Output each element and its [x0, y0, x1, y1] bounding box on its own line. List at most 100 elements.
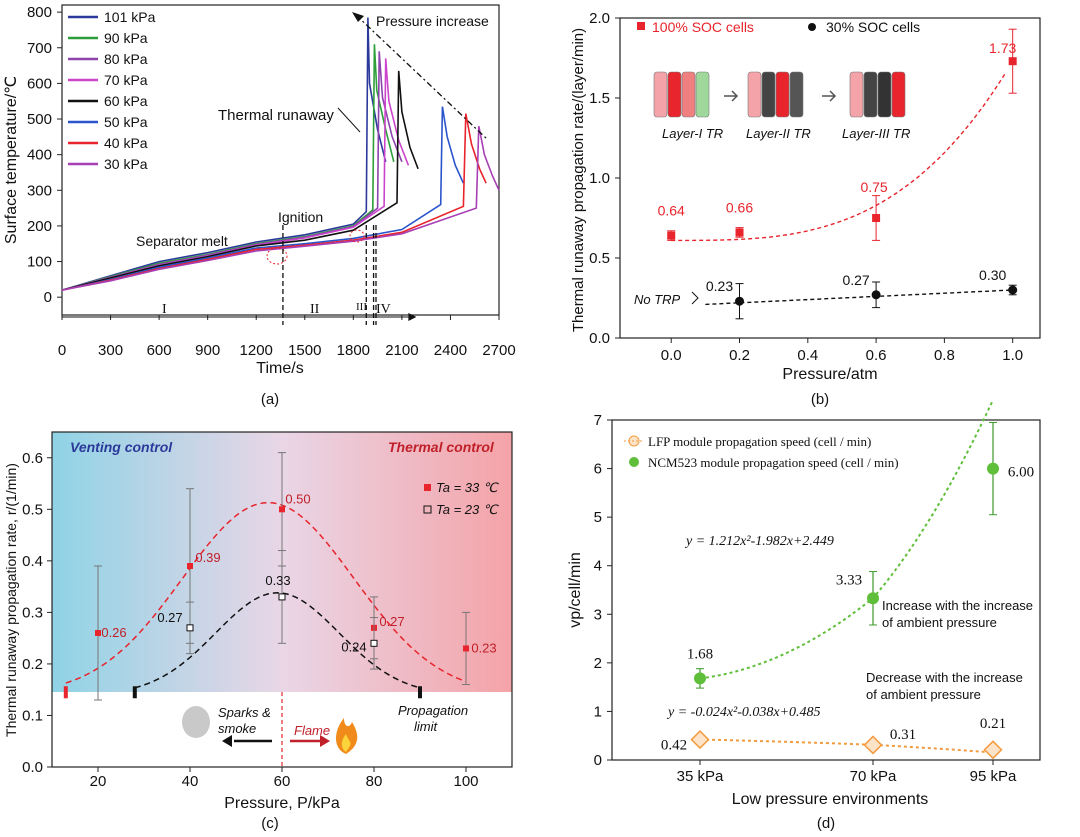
d-label-ncm: 6.00 — [1008, 465, 1034, 481]
c-ytick-label: 0.0 — [22, 759, 43, 776]
d-ytick-label: 2 — [594, 655, 602, 672]
a-annot-ignition: Ignition — [278, 209, 323, 225]
a-xtick-label: 1500 — [288, 342, 321, 359]
b-ytick-label: 0.0 — [589, 330, 610, 347]
c-point-33 — [279, 506, 285, 513]
d-point-ncm — [867, 592, 879, 605]
c-ytick-label: 0.1 — [22, 707, 43, 724]
b-inset-cell — [789, 71, 804, 118]
c-limit-mark — [418, 686, 422, 699]
a-stage-1: I — [162, 302, 167, 317]
a-legend-label: 101 kPa — [104, 9, 156, 25]
b-point-100 — [735, 228, 744, 237]
c-fit-23 — [134, 592, 421, 689]
b-ytick-label: 0.5 — [589, 250, 610, 267]
d-label-lfp: 0.31 — [890, 727, 916, 743]
d-note-increase-2: of ambient pressure — [882, 615, 997, 630]
a-ignition-circle — [349, 229, 365, 243]
c-point-33 — [95, 630, 101, 636]
c-thermal-control: Thermal control — [388, 439, 495, 455]
b-label-100: 0.66 — [726, 199, 753, 215]
c-ytick-label: 0.2 — [22, 656, 43, 673]
c-flame-label: Flame — [294, 723, 330, 738]
b-inset-cell — [667, 71, 682, 118]
a-ytick-label: 700 — [27, 40, 52, 57]
c-label-33: 0.27 — [379, 614, 404, 629]
c-ytick-label: 0.6 — [22, 450, 43, 467]
c-arrowhead-left — [222, 735, 232, 747]
b-point-100 — [872, 214, 881, 222]
c-limit-label: limit — [414, 719, 438, 734]
caption-d: (d) — [817, 815, 835, 832]
caption-b: (b) — [811, 391, 829, 408]
b-xtick-label: 0.8 — [934, 347, 955, 364]
b-ytick-label: 2.0 — [589, 10, 610, 27]
b-fit-100 — [671, 72, 1007, 242]
c-legend-33: Ta = 33 ℃ — [436, 480, 499, 495]
a-legend-label: 70 kPa — [104, 72, 148, 88]
a-xlabel: Time/s — [256, 360, 303, 377]
c-xtick-label: 80 — [366, 773, 383, 790]
b-legend-marker-30 — [808, 23, 816, 31]
caption-c: (c) — [261, 815, 279, 832]
a-stage-arrowhead — [408, 313, 417, 321]
panel-b-frame — [619, 17, 1041, 339]
a-stage-3: III — [356, 301, 367, 313]
b-inset-cell — [695, 71, 710, 118]
b-inset-cell — [849, 71, 864, 118]
d-label-lfp: 0.42 — [661, 738, 687, 754]
d-ytick-label: 6 — [594, 461, 602, 478]
c-point-33 — [187, 563, 193, 569]
a-ytick-label: 100 — [27, 254, 52, 271]
d-point-ncm — [987, 462, 999, 475]
b-inset-cell — [653, 71, 668, 118]
c-sparks-label: Sparks & — [218, 705, 271, 720]
a-series-line — [61, 70, 419, 291]
c-ytick-label: 0.3 — [22, 604, 43, 621]
d-point-ncm — [694, 672, 706, 685]
b-label-30: 0.30 — [979, 267, 1006, 283]
b-inset-cell — [891, 71, 906, 118]
a-xtick-label: 900 — [195, 342, 220, 359]
c-ytick-label: 0.4 — [22, 553, 43, 570]
b-cells-inset — [653, 71, 906, 118]
caption-a: (a) — [261, 391, 279, 408]
d-note-decrease-2: of ambient pressure — [866, 687, 981, 702]
b-inset-cell — [681, 71, 696, 118]
d-equation-ncm: y = 1.212x²-1.982x+2.449 — [684, 534, 834, 549]
b-point-30 — [735, 296, 745, 306]
a-tr-pointer — [337, 107, 361, 133]
c-ylabel: Thermal runaway propagation rate, r/(1/m… — [3, 463, 19, 737]
b-label-30: 0.23 — [706, 278, 733, 294]
b-xlabel: Pressure/atm — [782, 366, 877, 383]
b-inset-cell — [863, 71, 878, 118]
c-ytick-label: 0.5 — [22, 501, 43, 518]
panel-d-frame — [611, 419, 1041, 761]
a-separator-circle — [266, 247, 288, 265]
d-ytick-label: 0 — [594, 752, 602, 769]
b-label-30: 0.27 — [842, 272, 869, 288]
a-xtick-label: 300 — [98, 342, 123, 359]
a-xtick-label: 600 — [147, 342, 172, 359]
b-no-trp-bracket — [691, 291, 699, 305]
c-xtick-label: 60 — [274, 773, 291, 790]
a-annot-thermal-runaway: Thermal runaway — [218, 107, 334, 124]
b-point-30 — [871, 290, 881, 300]
d-label-ncm: 1.68 — [687, 646, 713, 662]
c-legend-marker-33 — [424, 484, 431, 491]
a-ytick-label: 500 — [27, 111, 52, 128]
d-point-lfp — [983, 740, 1003, 760]
c-legend-23: Ta = 23 ℃ — [436, 502, 499, 517]
b-inset-cell — [747, 71, 762, 118]
c-legend-marker-23 — [423, 505, 432, 514]
b-xtick-label: 1.0 — [1002, 347, 1023, 364]
a-stage-2: II — [310, 302, 320, 317]
c-label-23: 0.27 — [157, 610, 182, 625]
d-label-ncm: 3.33 — [836, 572, 862, 588]
b-inset-cell — [775, 71, 790, 118]
b-legend-30: 30% SOC cells — [826, 19, 920, 35]
a-ytick-label: 200 — [27, 218, 52, 235]
b-inset-layer1: Layer-I TR — [662, 126, 723, 141]
